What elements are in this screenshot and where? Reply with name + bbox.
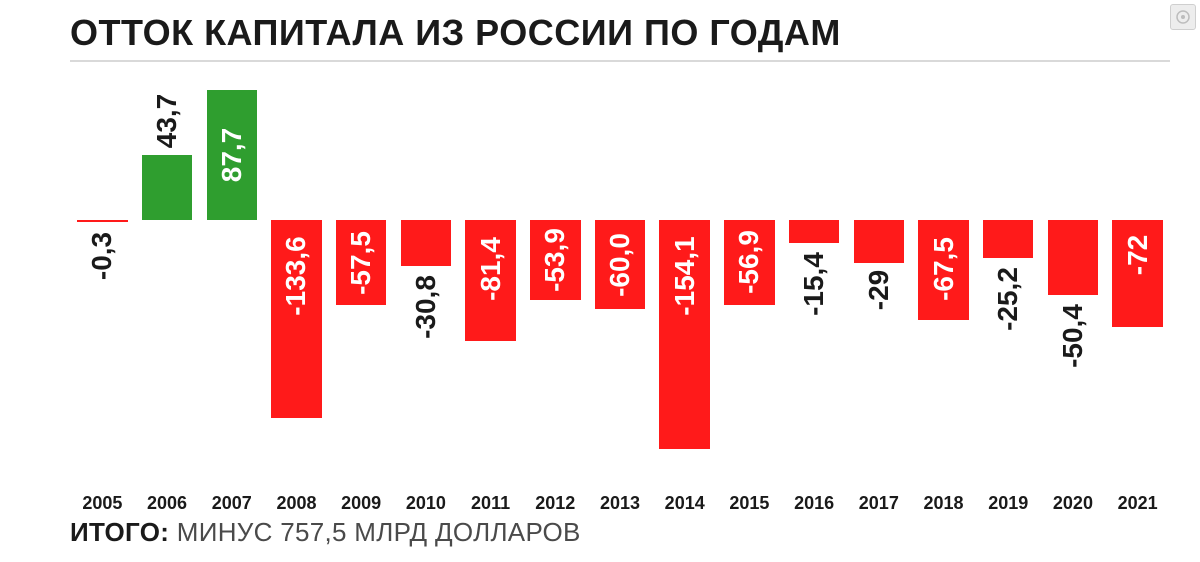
bar-value-label: 43,7 xyxy=(151,94,183,149)
bar-slot: -57,5 xyxy=(336,72,386,487)
x-axis-label: 2009 xyxy=(341,493,381,514)
bar-value-label: -0,3 xyxy=(86,232,118,280)
x-axis-label: 2017 xyxy=(859,493,899,514)
bar-slot: -72 xyxy=(1112,72,1162,487)
bar xyxy=(1048,220,1098,295)
total-lead: ИТОГО: xyxy=(70,517,169,547)
bar xyxy=(401,220,451,266)
bar-value-label: -57,5 xyxy=(345,231,377,295)
bar-value-label: 87,7 xyxy=(216,128,248,183)
x-axis-label: 2015 xyxy=(729,493,769,514)
x-axis-label: 2011 xyxy=(471,493,510,514)
bar xyxy=(142,155,192,220)
bar-value-label: -133,6 xyxy=(280,237,312,316)
bar xyxy=(789,220,839,243)
x-axis-label: 2007 xyxy=(212,493,252,514)
header-rule xyxy=(70,60,1170,62)
bar xyxy=(77,220,127,222)
x-axis-label: 2013 xyxy=(600,493,640,514)
bar-slot: -67,5 xyxy=(918,72,968,487)
x-axis-label: 2006 xyxy=(147,493,187,514)
x-axis: 2005 2006 2007 2008 2009 2010 2011 2012 2013 2014… xyxy=(70,493,1170,515)
x-axis-label: 2005 xyxy=(82,493,122,514)
bar-value-label: -53,9 xyxy=(539,228,571,292)
x-axis-label: 2019 xyxy=(988,493,1028,514)
x-axis-label: 2018 xyxy=(923,493,963,514)
x-axis-label: 2012 xyxy=(535,493,575,514)
x-axis-label: 2010 xyxy=(406,493,446,514)
bar-slot: -29 xyxy=(854,72,904,487)
bar-value-label: -50,4 xyxy=(1057,304,1089,368)
bar xyxy=(983,220,1033,257)
bar-slot: -60,0 xyxy=(595,72,645,487)
bar-value-label: -30,8 xyxy=(410,275,442,339)
bar-slot: -154,1 xyxy=(659,72,709,487)
x-axis-label: 2014 xyxy=(665,493,705,514)
bar-value-label: -25,2 xyxy=(992,267,1024,331)
bar-value-label: -154,1 xyxy=(669,237,701,316)
x-axis-label: 2020 xyxy=(1053,493,1093,514)
total-line: ИТОГО: МИНУС 757,5 МЛРД ДОЛЛАРОВ xyxy=(70,517,581,548)
bar-value-label: -72 xyxy=(1122,235,1154,275)
watermark-icon xyxy=(1170,4,1196,30)
bar-slot: -53,9 xyxy=(530,72,580,487)
chart-title: ОТТОК КАПИТАЛА ИЗ РОССИИ ПО ГОДАМ xyxy=(70,12,841,54)
bar-slot: -81,4 xyxy=(465,72,515,487)
chart-frame: ОТТОК КАПИТАЛА ИЗ РОССИИ ПО ГОДАМ -0,3 43… xyxy=(0,0,1200,562)
bar xyxy=(854,220,904,263)
bar-slot: -25,2 xyxy=(983,72,1033,487)
bar-slot: -133,6 xyxy=(271,72,321,487)
total-rest: МИНУС 757,5 МЛРД ДОЛЛАРОВ xyxy=(177,517,581,547)
bar-slot: -0,3 xyxy=(77,72,127,487)
bar-slot: -15,4 xyxy=(789,72,839,487)
bar-value-label: -81,4 xyxy=(475,237,507,301)
bar-value-label: -60,0 xyxy=(604,233,636,297)
bar-slot: -56,9 xyxy=(724,72,774,487)
bar-value-label: -67,5 xyxy=(928,237,960,301)
bar-slot: 87,7 xyxy=(207,72,257,487)
x-axis-label: 2008 xyxy=(276,493,316,514)
bar-slot: -30,8 xyxy=(401,72,451,487)
bar-value-label: -29 xyxy=(863,270,895,310)
bar-slot: 43,7 xyxy=(142,72,192,487)
x-axis-label: 2016 xyxy=(794,493,834,514)
x-axis-label: 2021 xyxy=(1118,493,1158,514)
bar-slot: -50,4 xyxy=(1048,72,1098,487)
bar-value-label: -56,9 xyxy=(733,230,765,294)
bar-chart: -0,3 43,7 87,7 -133,6 -57,5 -30,8 -81,4 -53,9 -6… xyxy=(70,72,1170,487)
bar-value-label: -15,4 xyxy=(798,252,830,316)
